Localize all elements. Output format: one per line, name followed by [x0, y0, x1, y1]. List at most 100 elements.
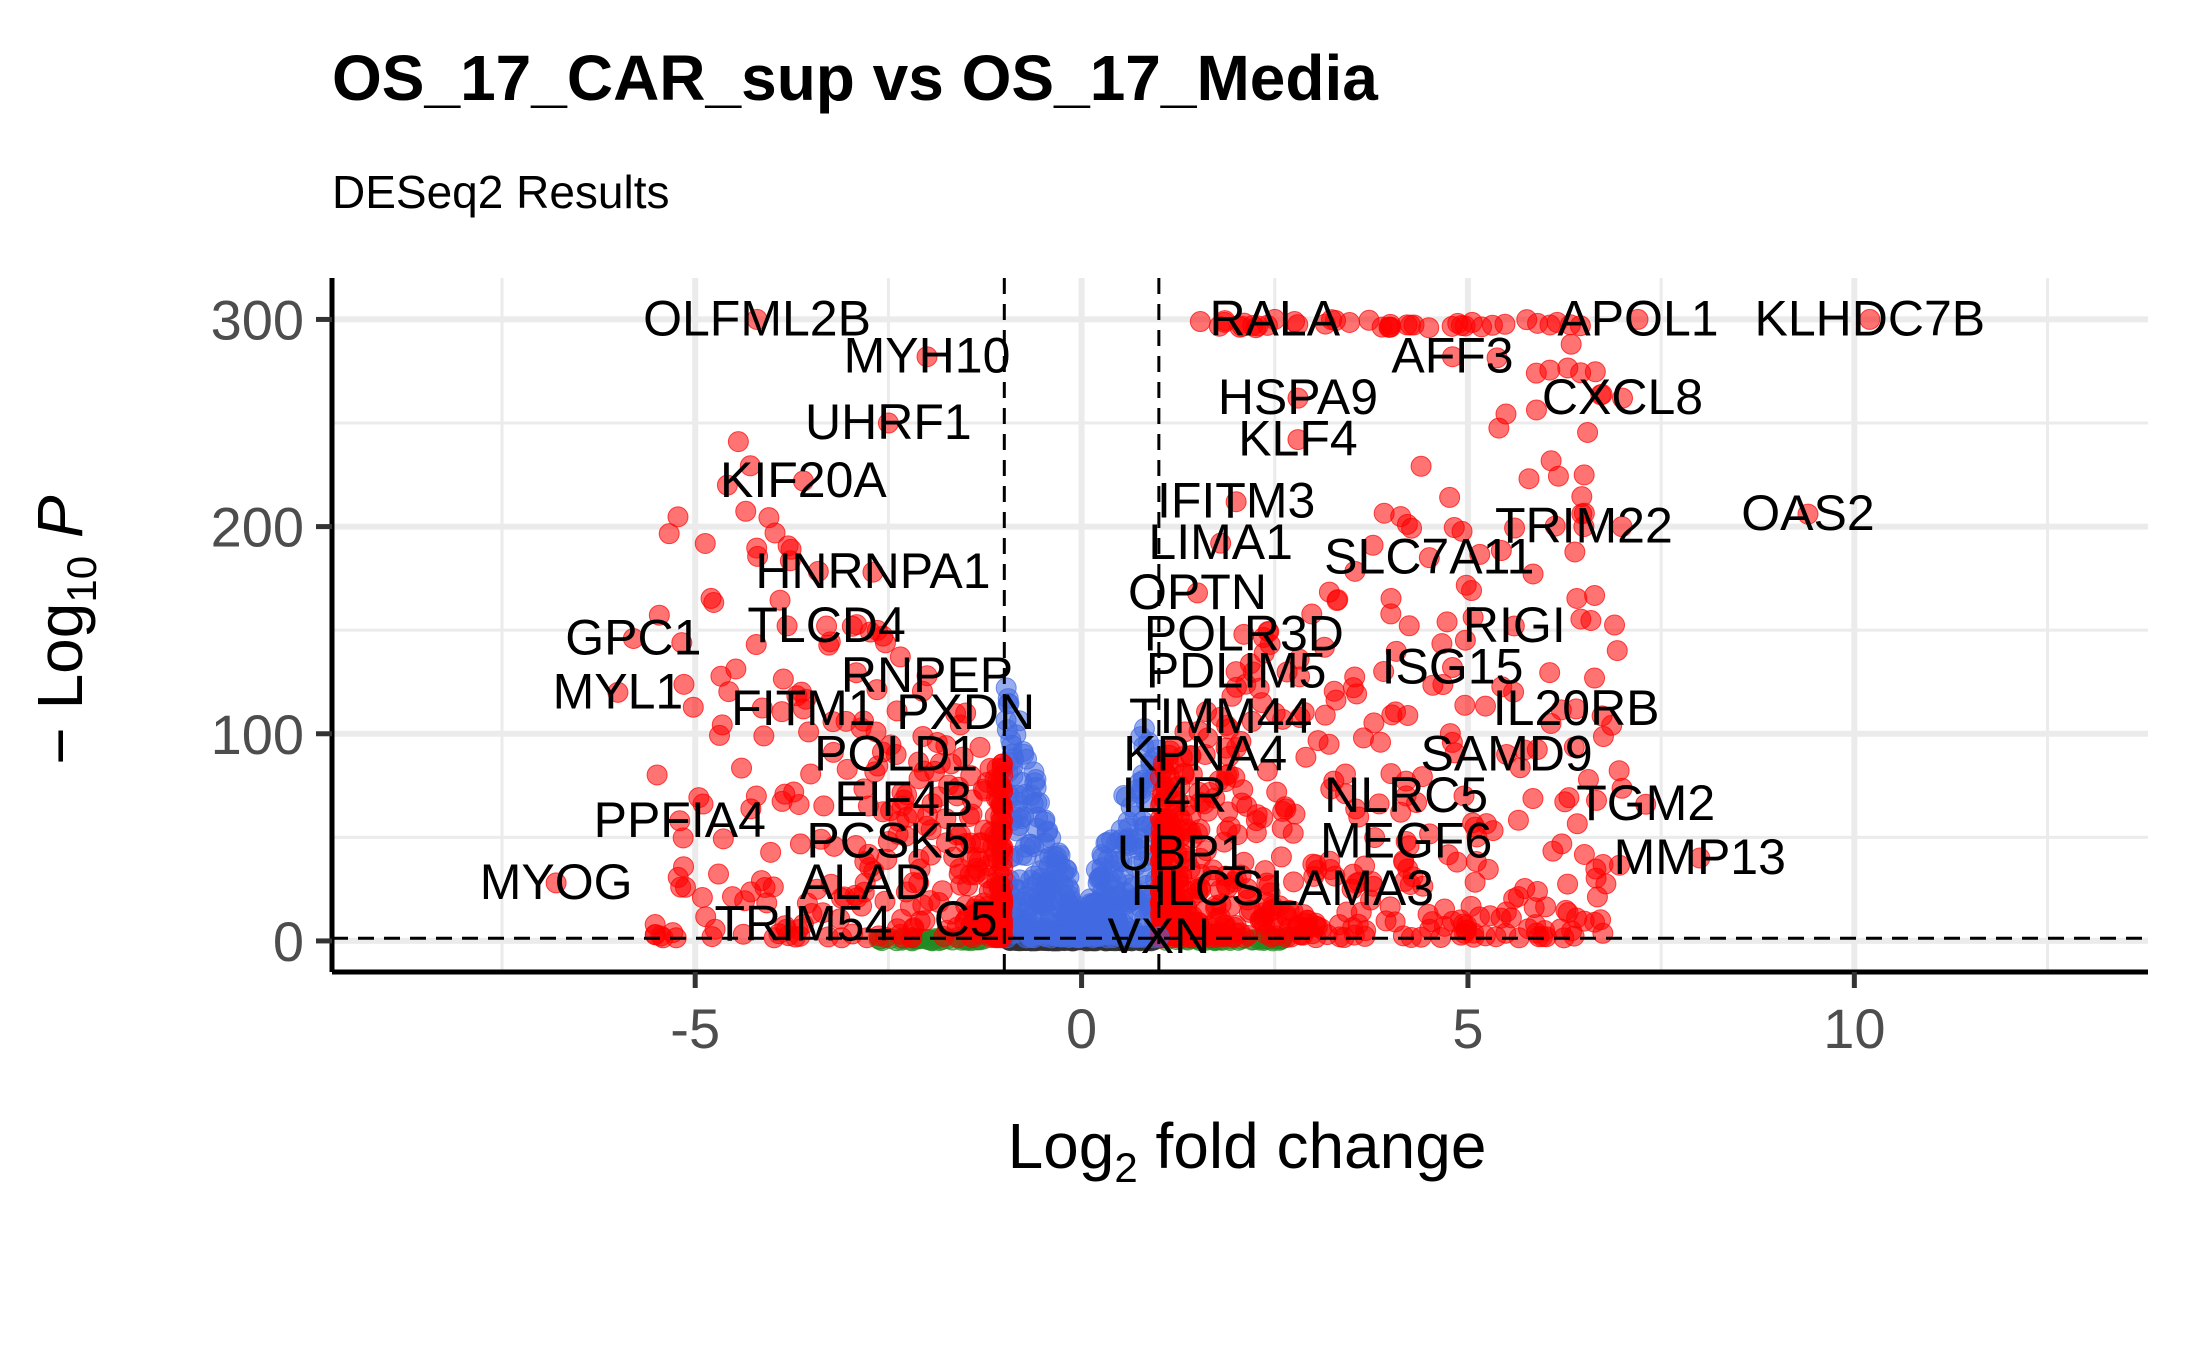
- point-significant: [1586, 789, 1608, 811]
- point-significant: [1573, 844, 1595, 866]
- point-significant: [914, 910, 936, 932]
- point-significant: [1272, 708, 1294, 730]
- point-significant: [1571, 486, 1593, 508]
- point-significant: [966, 857, 988, 879]
- point-significant: [772, 668, 794, 690]
- point-significant: [695, 906, 717, 928]
- gene-label-klhdc7b: KLHDC7B: [1754, 290, 1985, 346]
- gene-label-il20rb: IL20RB: [1493, 680, 1660, 736]
- point-significant: [753, 725, 775, 747]
- point-significant: [908, 872, 930, 894]
- point-significant: [1584, 667, 1606, 689]
- point-significant: [674, 876, 696, 898]
- point-significant: [1328, 914, 1350, 936]
- point-significant: [1344, 560, 1366, 582]
- point-significant: [1412, 875, 1434, 897]
- point-labeled: [893, 789, 915, 811]
- x-tick-label: 10: [1823, 997, 1885, 1060]
- point-labeled: [1573, 516, 1595, 538]
- point-significant: [667, 506, 689, 528]
- point-significant: [969, 736, 991, 758]
- point-significant: [1544, 515, 1566, 537]
- point-significant: [1606, 640, 1628, 662]
- point-significant: [851, 895, 873, 917]
- gene-label-mmp13: MMP13: [1614, 829, 1786, 885]
- point-p-only: [1138, 731, 1160, 753]
- point-labeled: [1186, 582, 1208, 604]
- point-significant: [872, 801, 894, 823]
- point-significant: [1462, 812, 1484, 834]
- point-significant: [935, 808, 957, 830]
- point-significant: [1514, 878, 1536, 900]
- point-labeled: [1612, 387, 1634, 409]
- point-significant: [735, 500, 757, 522]
- point-significant: [1295, 746, 1317, 768]
- point-significant: [853, 778, 875, 800]
- gene-label-kif20a: KIF20A: [720, 452, 887, 508]
- gene-label-ifitm3: IFITM3: [1157, 473, 1315, 529]
- point-significant: [1490, 540, 1512, 562]
- point-significant: [845, 662, 867, 684]
- point-significant: [822, 741, 844, 763]
- point-significant: [1471, 316, 1493, 338]
- point-labeled: [1225, 661, 1247, 683]
- gene-label-olfml2b: OLFML2B: [643, 290, 871, 346]
- point-significant: [1373, 660, 1395, 682]
- point-labeled: [1689, 847, 1711, 869]
- point-labeled: [1627, 308, 1649, 330]
- point-significant: [1256, 760, 1278, 782]
- point-significant: [708, 863, 730, 885]
- point-p-only: [1001, 734, 1023, 756]
- point-significant: [1246, 804, 1268, 826]
- point-labeled: [1395, 785, 1417, 807]
- point-labeled: [1171, 843, 1193, 865]
- point-significant: [688, 787, 710, 809]
- point-significant: [1368, 793, 1390, 815]
- gene-label-aff3: AFF3: [1391, 328, 1513, 384]
- point-significant: [854, 851, 876, 873]
- gene-label-gpc1: GPC1: [565, 609, 701, 665]
- point-significant: [1370, 731, 1392, 753]
- point-significant: [1417, 903, 1439, 925]
- point-significant: [1173, 764, 1195, 786]
- point-labeled: [1635, 793, 1657, 815]
- point-significant: [1390, 506, 1412, 528]
- point-significant: [1570, 608, 1592, 630]
- point-significant: [671, 632, 693, 654]
- point-significant: [1462, 606, 1484, 628]
- gene-label-hnrnpa1: HNRNPA1: [755, 543, 990, 599]
- point-significant: [1539, 314, 1561, 336]
- gene-label-myog: MYOG: [480, 854, 633, 910]
- point-significant: [1539, 662, 1561, 684]
- point-significant: [1461, 580, 1483, 602]
- gene-label-pcsk5: PCSK5: [806, 812, 970, 868]
- point-labeled: [877, 830, 899, 852]
- gene-label-il4r: IL4R: [1122, 767, 1228, 823]
- y-tick-label: 100: [211, 703, 304, 766]
- point-significant: [709, 724, 731, 746]
- gene-label-eif4b: EIF4B: [834, 771, 973, 827]
- point-significant: [1490, 907, 1512, 929]
- point-significant: [1266, 781, 1288, 803]
- point-labeled: [1565, 698, 1587, 720]
- gene-label-ubp1: UBP1: [1117, 825, 1248, 881]
- point-significant: [1566, 587, 1588, 609]
- gene-label-hspa9: HSPA9: [1218, 369, 1378, 425]
- point-significant: [1436, 611, 1458, 633]
- x-tick-label: -5: [670, 997, 720, 1060]
- point-labeled: [1341, 878, 1363, 900]
- point-significant: [1577, 421, 1599, 443]
- gene-label-tgm2: TGM2: [1576, 775, 1715, 831]
- point-significant: [746, 537, 768, 559]
- point-significant: [1584, 361, 1606, 383]
- point-significant: [1348, 806, 1370, 828]
- point-labeled: [1503, 615, 1525, 637]
- point-labeled: [1442, 346, 1464, 368]
- point-labeled: [1163, 785, 1185, 807]
- point-p-only: [995, 677, 1017, 699]
- point-significant: [648, 604, 670, 626]
- point-significant: [1398, 615, 1420, 637]
- point-significant: [1218, 745, 1240, 767]
- point-labeled: [746, 308, 768, 330]
- gene-label-ppfia4: PPFIA4: [594, 792, 766, 848]
